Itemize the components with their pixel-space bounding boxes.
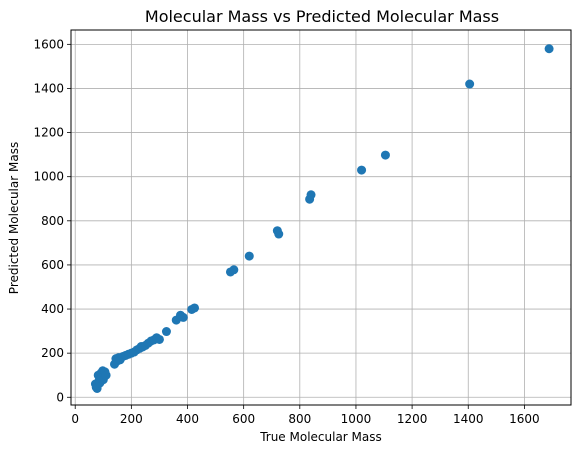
y-tick-label: 800 xyxy=(41,214,64,228)
data-point xyxy=(380,150,390,160)
y-tick-label: 1000 xyxy=(33,170,64,184)
data-point xyxy=(101,370,111,380)
data-point xyxy=(154,334,164,344)
data-points xyxy=(90,44,554,393)
x-axis-label: True Molecular Mass xyxy=(259,430,382,444)
y-tick-label: 400 xyxy=(41,302,64,316)
y-tick-label: 1600 xyxy=(33,37,64,51)
plot-frame xyxy=(70,29,572,406)
y-tick-label: 600 xyxy=(41,258,64,272)
data-point xyxy=(229,265,239,275)
y-tick-label: 1400 xyxy=(33,81,64,95)
data-point xyxy=(357,165,367,175)
y-axis-ticks: 0 200 400 600 800 1000 1200 1400 1600 xyxy=(33,37,71,404)
x-axis-ticks: 0 200 400 600 800 1000 1200 1400 1600 xyxy=(71,405,540,426)
x-tick-label: 600 xyxy=(232,412,255,426)
x-tick-label: 1000 xyxy=(341,412,372,426)
data-point xyxy=(161,327,171,337)
chart-title: Molecular Mass vs Predicted Molecular Ma… xyxy=(145,7,499,26)
y-tick-label: 0 xyxy=(56,390,64,404)
data-point xyxy=(244,251,254,261)
data-point xyxy=(274,229,284,239)
y-tick-label: 1200 xyxy=(33,126,64,140)
data-point xyxy=(544,44,554,54)
x-tick-label: 800 xyxy=(288,412,311,426)
x-tick-label: 0 xyxy=(71,412,79,426)
data-point xyxy=(190,303,200,313)
grid-lines xyxy=(71,30,571,405)
x-tick-label: 1200 xyxy=(397,412,428,426)
y-tick-label: 200 xyxy=(41,346,64,360)
x-tick-label: 1400 xyxy=(453,412,484,426)
x-tick-label: 200 xyxy=(120,412,143,426)
x-tick-label: 400 xyxy=(176,412,199,426)
x-tick-label: 1600 xyxy=(509,412,540,426)
data-point xyxy=(306,190,316,200)
data-point xyxy=(178,312,188,322)
data-point xyxy=(465,79,475,89)
y-axis-label: Predicted Molecular Mass xyxy=(7,142,21,294)
